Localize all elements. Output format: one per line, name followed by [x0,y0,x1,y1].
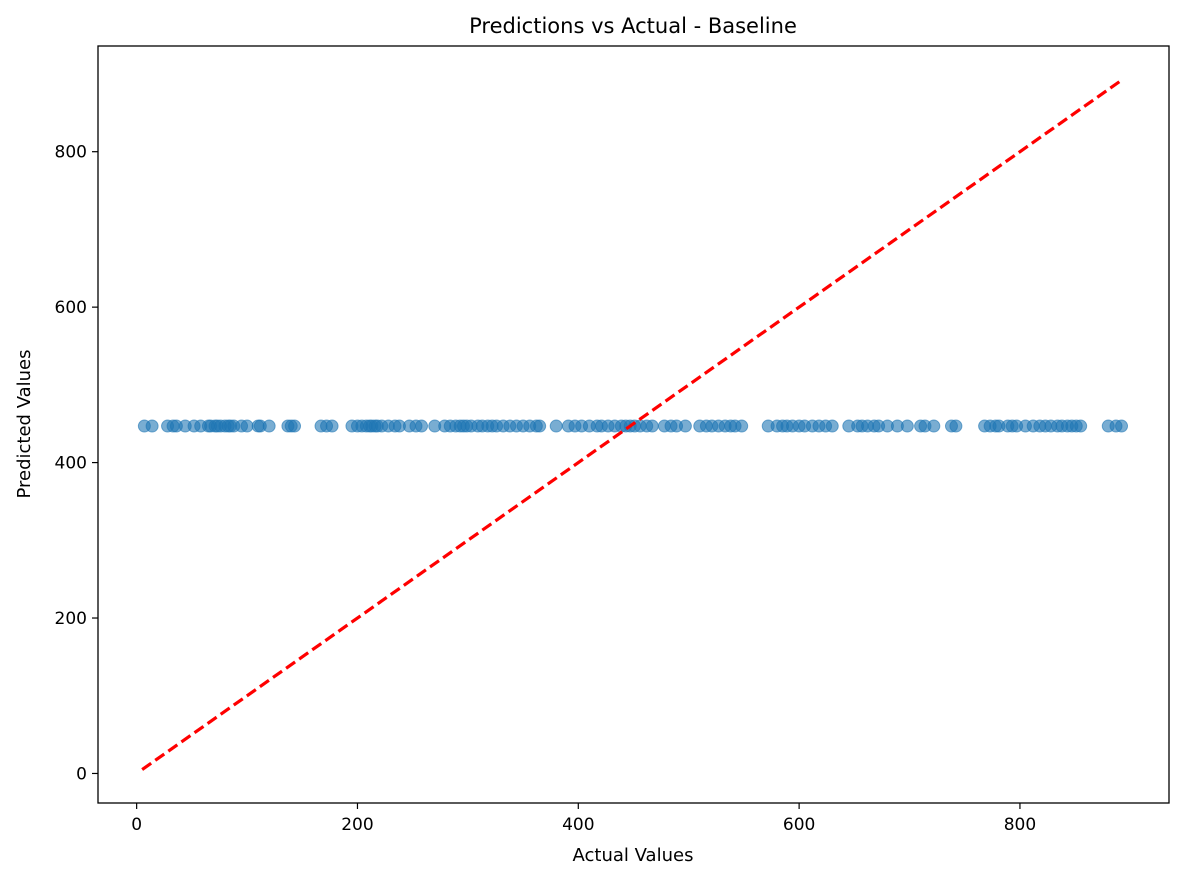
chart-title: Predictions vs Actual - Baseline [469,14,797,38]
x-axis-ticks: 0 200 400 600 800 [131,803,1036,835]
x-tick-label: 200 [341,815,373,835]
data-point [825,419,839,433]
data-point [949,419,963,433]
y-axis-label: Predicted Values [14,349,35,498]
data-point [415,419,429,433]
x-axis-label: Actual Values [573,845,694,866]
data-point [1074,419,1088,433]
reference-line-layer [141,80,1121,771]
plot-frame [97,45,1170,804]
data-point [533,419,547,433]
data-point [900,419,914,433]
data-point [145,419,159,433]
data-point [325,419,339,433]
data-points [137,419,1129,433]
axes [97,45,1170,804]
reference-line [141,80,1121,771]
y-tick-label: 200 [55,609,87,629]
data-point [240,419,254,433]
data-point [678,419,692,433]
y-tick-label: 600 [55,298,87,318]
y-tick-label: 400 [55,454,87,474]
x-tick-label: 600 [783,815,815,835]
data-point [735,419,749,433]
y-tick-label: 800 [55,143,87,163]
data-point [288,419,302,433]
data-point [927,419,941,433]
y-tick-label: 0 [76,764,87,784]
x-tick-label: 400 [562,815,594,835]
x-tick-label: 0 [131,815,142,835]
data-point [262,419,276,433]
x-tick-label: 800 [1004,815,1036,835]
data-point [645,419,659,433]
y-axis-ticks: 0 200 400 600 800 [55,143,98,784]
data-point [1115,419,1129,433]
data-point [549,419,563,433]
